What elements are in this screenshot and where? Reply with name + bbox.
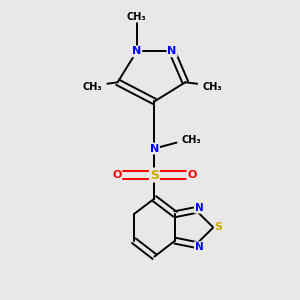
Text: S: S — [214, 222, 223, 233]
Text: O: O — [188, 170, 197, 180]
Text: N: N — [132, 46, 141, 56]
Text: CH₃: CH₃ — [202, 82, 222, 92]
Text: N: N — [195, 203, 203, 213]
Text: CH₃: CH₃ — [182, 135, 201, 145]
Text: N: N — [150, 143, 159, 154]
Text: N: N — [195, 242, 203, 252]
Text: S: S — [150, 169, 159, 182]
Text: CH₃: CH₃ — [127, 12, 147, 22]
Text: O: O — [112, 170, 122, 180]
Text: N: N — [167, 46, 177, 56]
Text: CH₃: CH₃ — [83, 82, 102, 92]
